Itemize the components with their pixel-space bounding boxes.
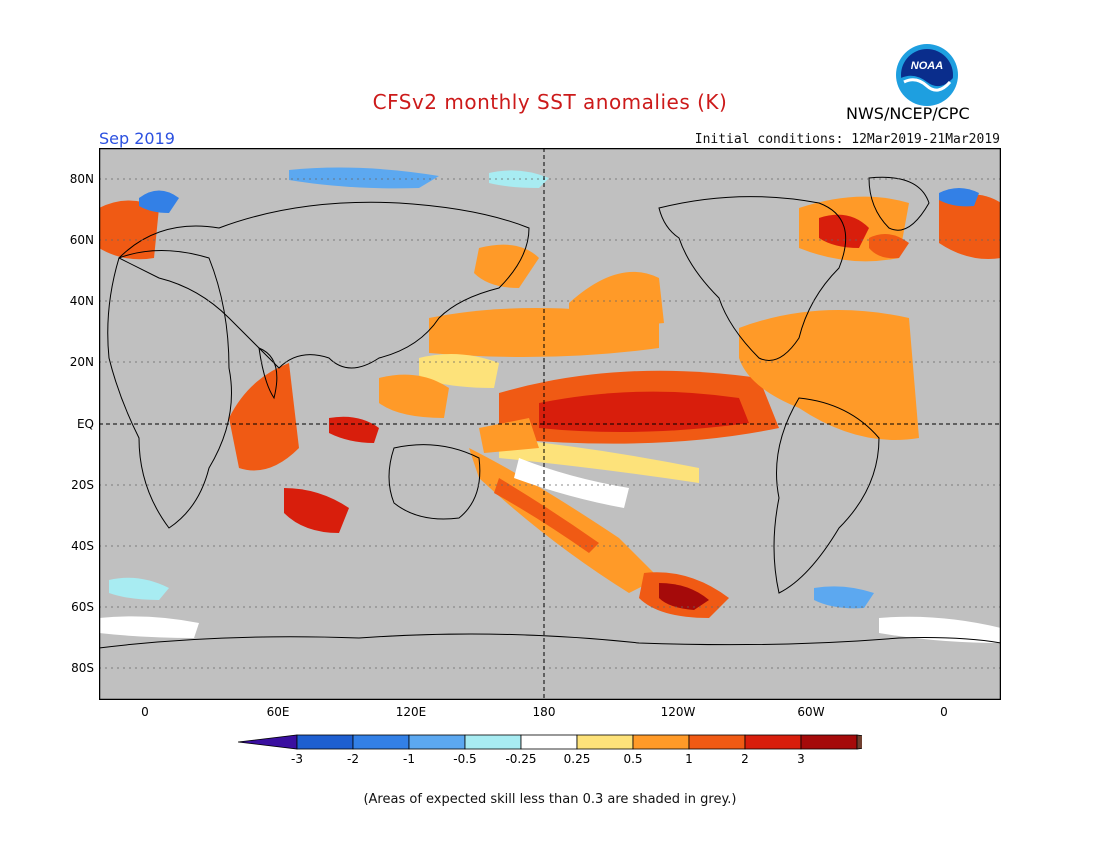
x-label-180: 180	[532, 705, 556, 719]
initial-conditions: Initial conditions: 12Mar2019-21Mar2019	[694, 132, 1000, 147]
graticule	[99, 178, 1001, 669]
sst-anomaly-map	[99, 148, 1001, 700]
x-label-120w: 120W	[660, 705, 696, 719]
x-label-60e: 60E	[266, 705, 290, 719]
y-label-20n: 20N	[69, 355, 94, 369]
colorbar-label: 0.5	[623, 752, 643, 766]
agency-label: NWS/NCEP/CPC	[846, 104, 970, 123]
colorbar-label: -1	[403, 752, 415, 766]
colorbar-segment	[296, 734, 354, 750]
x-label-0-east: 0	[940, 705, 948, 719]
coastlines	[99, 176, 1001, 649]
x-label-120e: 120E	[395, 705, 427, 719]
colorbar-arrow-high	[856, 734, 862, 750]
y-label-40s: 40S	[71, 539, 94, 553]
colorbar-segment	[688, 734, 746, 750]
y-label-20s: 20S	[71, 478, 94, 492]
colorbar-segment	[744, 734, 802, 750]
colorbar-label: 2	[741, 752, 749, 766]
map-border	[99, 148, 1001, 700]
colorbar-label: -3	[291, 752, 303, 766]
colorbar-label: -0.5	[453, 752, 477, 766]
y-label-eq: EQ	[76, 417, 94, 431]
colorbar-label: -2	[347, 752, 359, 766]
x-label-60w: 60W	[797, 705, 825, 719]
x-label-0: 0	[141, 705, 149, 719]
reference-lines	[99, 148, 1001, 700]
colorbar-label: 3	[797, 752, 805, 766]
colorbar	[238, 734, 862, 750]
noaa-logo: NOAA	[896, 44, 958, 106]
colorbar-segment	[800, 734, 858, 750]
colorbar-segment	[464, 734, 522, 750]
colorbar-segment	[520, 734, 578, 750]
forecast-month: Sep 2019	[99, 129, 175, 148]
colorbar-arrow-low	[238, 734, 298, 750]
colorbar-label: -0.25	[505, 752, 537, 766]
y-label-60n: 60N	[69, 233, 94, 247]
logo-text: NOAA	[911, 60, 943, 72]
anomaly-shading	[99, 167, 1001, 643]
colorbar-segment	[352, 734, 410, 750]
y-label-60s: 60S	[71, 600, 94, 614]
colorbar-segment	[576, 734, 634, 750]
colorbar-label: 1	[685, 752, 693, 766]
colorbar-segment	[408, 734, 466, 750]
colorbar-segment	[632, 734, 690, 750]
colorbar-label: 0.25	[563, 752, 591, 766]
y-label-80s: 80S	[71, 661, 94, 675]
y-label-40n: 40N	[69, 294, 94, 308]
chart-title: CFSv2 monthly SST anomalies (K)	[372, 90, 728, 114]
skill-note: (Areas of expected skill less than 0.3 a…	[363, 792, 737, 807]
y-label-80n: 80N	[69, 172, 94, 186]
